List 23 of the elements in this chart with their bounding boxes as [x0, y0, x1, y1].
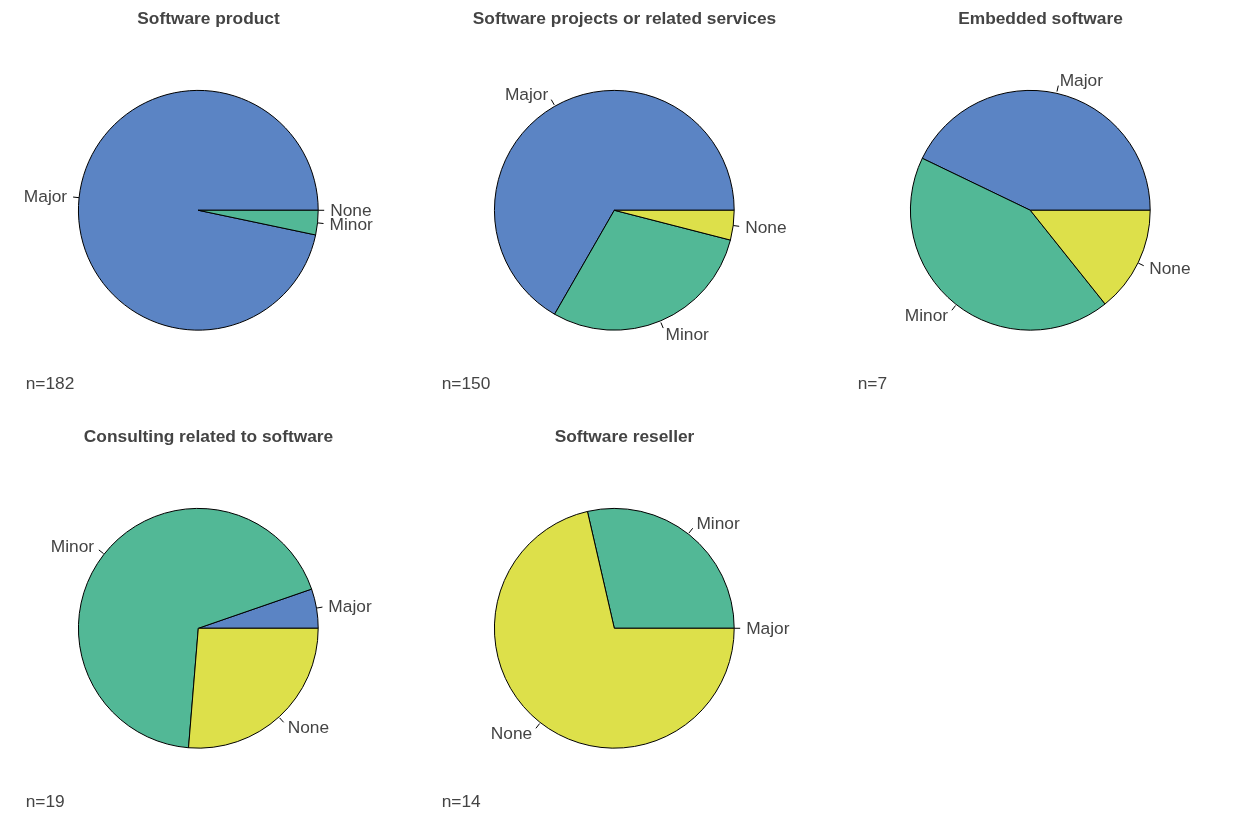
chart-title: Software projects or related services	[472, 7, 777, 28]
text: n=14	[441, 791, 482, 812]
chart-title: Consulting related to software	[83, 425, 334, 446]
text: n=182	[25, 373, 75, 394]
slice-label: None	[745, 217, 787, 238]
chart-title: Software product	[137, 7, 280, 28]
slice-label: Minor	[904, 305, 949, 326]
chart-title: Embedded software	[958, 7, 1124, 28]
legend-label: Major	[746, 618, 790, 639]
slice-label: Major	[23, 186, 68, 207]
slice-label: Minor	[665, 323, 710, 344]
text: n=7	[857, 373, 888, 394]
text: n=150	[441, 373, 491, 394]
slice-label: None	[1149, 258, 1191, 279]
text: n=19	[25, 791, 65, 812]
slice-label: Minor	[696, 513, 740, 534]
slice-label: Major	[504, 84, 549, 105]
slice-label: None	[490, 723, 533, 744]
slice-label: Minor	[50, 536, 95, 557]
slice-label: Major	[328, 596, 372, 617]
slice-label: None	[287, 716, 330, 737]
slice-label: Major	[1059, 69, 1104, 90]
chart-title: Software reseller	[554, 425, 695, 446]
